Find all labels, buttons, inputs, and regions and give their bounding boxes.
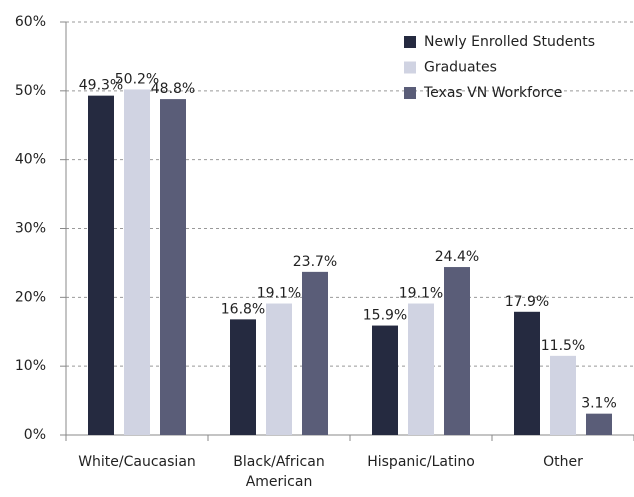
y-tick-label: 40% [15, 152, 46, 168]
legend-swatch [404, 36, 416, 48]
x-tick-label: White/Caucasian [78, 454, 196, 470]
bar [514, 311, 540, 435]
bar [408, 303, 434, 435]
bar [266, 303, 292, 435]
bar [160, 99, 186, 436]
bar [88, 95, 114, 435]
x-tick-label: Black/African American [233, 454, 325, 490]
bar [444, 267, 470, 435]
data-label: 17.9% [505, 294, 549, 310]
x-tick-label: Hispanic/Latino [367, 454, 475, 470]
y-tick-label: 0% [24, 427, 46, 443]
data-label: 19.1% [257, 286, 301, 302]
legend-swatch [404, 87, 416, 99]
data-label: 19.1% [399, 286, 443, 302]
data-label: 48.8% [151, 81, 195, 97]
data-label: 49.3% [79, 78, 123, 94]
data-label: 23.7% [293, 254, 337, 270]
data-label: 24.4% [435, 249, 479, 265]
data-label: 50.2% [115, 71, 159, 87]
bar [372, 325, 398, 435]
data-label: 15.9% [363, 308, 407, 324]
y-tick-label: 50% [15, 83, 46, 99]
bar [550, 355, 576, 435]
y-tick-label: 30% [15, 221, 46, 237]
bar [230, 319, 256, 435]
y-tick-label: 60% [15, 14, 46, 30]
legend-label: Graduates [424, 60, 497, 76]
data-label: 16.8% [221, 301, 265, 317]
bar [124, 89, 150, 435]
data-label: 11.5% [541, 338, 585, 354]
bar [586, 413, 612, 435]
legend-label: Newly Enrolled Students [424, 34, 595, 50]
y-tick-label: 10% [15, 358, 46, 374]
legend-swatch [404, 61, 416, 74]
legend-label: Texas VN Workforce [423, 85, 562, 101]
data-label: 3.1% [581, 396, 617, 412]
y-tick-label: 20% [15, 289, 46, 305]
bar [302, 271, 328, 435]
x-tick-label: Other [543, 454, 583, 470]
